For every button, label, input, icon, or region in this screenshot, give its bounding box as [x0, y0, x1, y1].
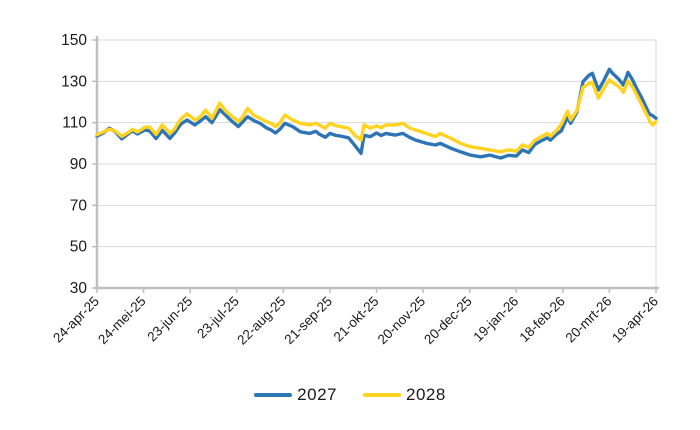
- x-tick-label: 19-jan-26: [470, 294, 521, 345]
- x-tick-label: 23-jul-25: [194, 294, 242, 342]
- x-tick-label: 24-apr-25: [50, 294, 102, 346]
- legend-item-2027: 2027: [254, 385, 337, 405]
- series-line-2027: [95, 67, 658, 160]
- x-tick-label: 24-mei-25: [95, 294, 149, 348]
- y-tick-label: 90: [70, 156, 88, 173]
- chart-legend: 2027 2028: [0, 385, 700, 405]
- y-tick-label: 70: [70, 197, 88, 214]
- legend-label-2027: 2027: [297, 385, 337, 404]
- y-tick-label: 30: [70, 280, 88, 297]
- x-tick-label: 23-jun-25: [144, 294, 195, 345]
- series-line-2028: [95, 77, 658, 154]
- y-tick-label: 110: [62, 115, 87, 132]
- x-tick-label: 18-feb-26: [516, 294, 567, 345]
- y-tick-label: 150: [61, 32, 87, 49]
- x-tick-label: 20-dec-25: [421, 294, 475, 348]
- x-tick-label: 20-mrt-26: [563, 294, 615, 346]
- legend-swatch-2028-icon: [363, 392, 401, 398]
- x-tick-label: 22-aug-25: [234, 294, 288, 348]
- x-tick-label: 21-sep-25: [281, 294, 335, 348]
- x-tick-label: 20-nov-25: [375, 294, 429, 348]
- legend-swatch-2027-icon: [254, 392, 293, 398]
- y-tick-label: 130: [61, 73, 87, 90]
- legend-item-2028: 2028: [363, 385, 446, 405]
- legend-label-2028: 2028: [406, 385, 446, 404]
- y-tick-label: 50: [70, 239, 88, 256]
- x-tick-label: 19-apr-26: [609, 294, 661, 346]
